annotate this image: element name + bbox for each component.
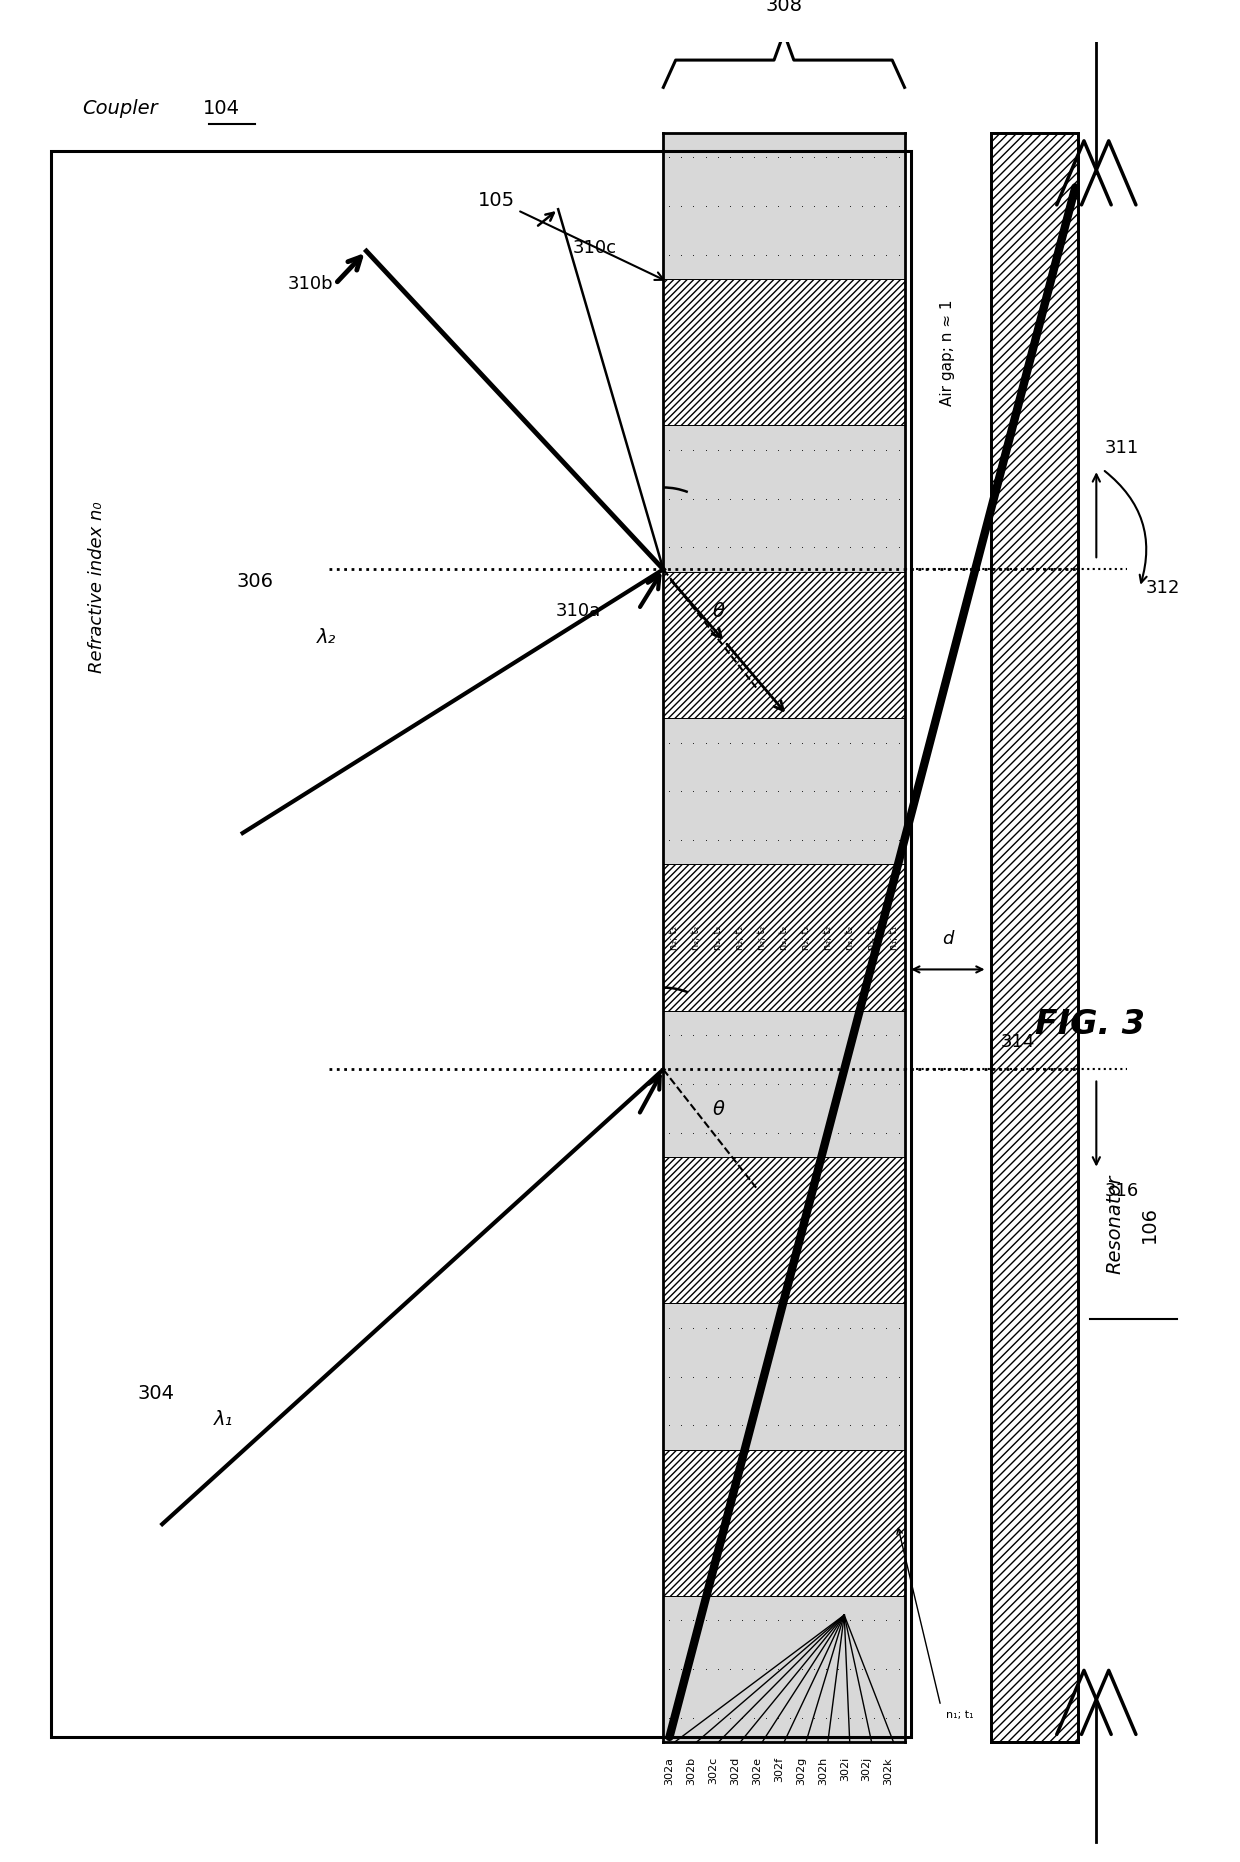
Text: 104: 104 [203,99,241,119]
Text: λ₂: λ₂ [317,627,336,646]
Text: 302b: 302b [686,1758,696,1786]
Text: 310c: 310c [573,238,618,257]
Text: n₂; t₂: n₂; t₂ [691,925,701,950]
Text: 304: 304 [138,1383,175,1404]
Text: θ: θ [713,601,724,622]
Text: 302j: 302j [862,1758,872,1782]
Text: 302g: 302g [796,1758,806,1786]
Text: 302f: 302f [774,1758,784,1782]
Text: Coupler: Coupler [82,99,157,119]
Text: FIG. 3: FIG. 3 [1035,1007,1146,1041]
Text: 302h: 302h [818,1758,828,1786]
Polygon shape [663,279,904,426]
Text: 310b: 310b [288,276,334,292]
Text: 106: 106 [1140,1205,1159,1242]
Text: 302e: 302e [751,1758,763,1786]
Polygon shape [663,132,904,279]
Text: d: d [942,929,954,948]
Text: 105: 105 [477,190,663,279]
Text: 302k: 302k [884,1758,894,1784]
Polygon shape [663,572,904,719]
Text: 314: 314 [1001,1033,1035,1052]
Text: n₂; t₂: n₂; t₂ [801,925,811,950]
Text: 310a: 310a [556,601,601,620]
Polygon shape [663,864,904,1011]
Text: n₂; t₂: n₂; t₂ [670,925,680,950]
Polygon shape [663,1596,904,1743]
Text: Resonator: Resonator [1105,1175,1125,1274]
Text: n₂; t₂: n₂; t₂ [823,925,833,950]
Polygon shape [663,719,904,864]
Text: n₁; t₁: n₁; t₁ [889,925,899,950]
Polygon shape [663,1156,904,1303]
Text: n₂; t₂: n₂; t₂ [844,925,854,950]
Text: 302a: 302a [665,1758,675,1786]
Text: 302c: 302c [708,1758,718,1784]
Text: 308: 308 [765,0,802,15]
Text: 306: 306 [237,572,274,590]
Text: 312: 312 [1146,579,1180,596]
Text: 302i: 302i [839,1758,849,1782]
Text: λ₁: λ₁ [215,1410,233,1428]
Text: 316: 316 [1105,1182,1140,1201]
Polygon shape [663,1303,904,1450]
Text: n₂; t₂: n₂; t₂ [867,925,877,950]
Text: Air gap; n ≈ 1: Air gap; n ≈ 1 [940,300,955,406]
Text: n₁; t₁: n₁; t₁ [946,1709,973,1720]
Text: 311: 311 [1105,439,1140,456]
Polygon shape [663,1450,904,1596]
Text: θ: θ [713,1100,724,1119]
Text: n₂; t₂: n₂; t₂ [713,925,723,950]
Text: 302d: 302d [730,1758,740,1786]
Polygon shape [991,132,1078,1743]
Text: n₂; t₂: n₂; t₂ [735,925,745,950]
Text: Refractive index n₀: Refractive index n₀ [88,501,105,674]
Text: n₂; t₂: n₂; t₂ [779,925,789,950]
Polygon shape [663,1011,904,1156]
Text: n₂; t₂: n₂; t₂ [756,925,768,950]
Polygon shape [663,426,904,572]
